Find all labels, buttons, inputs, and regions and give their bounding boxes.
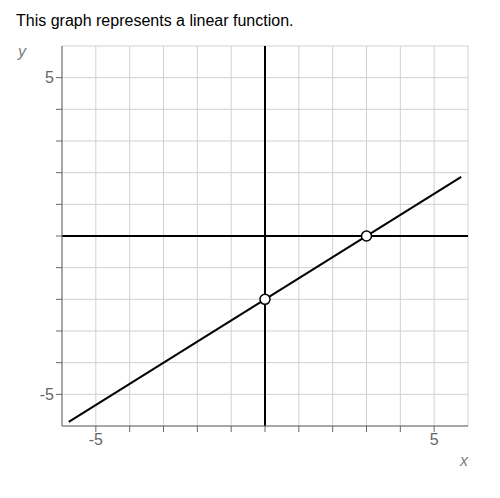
svg-text:5: 5 xyxy=(430,431,439,448)
html-text:This graph represents a linear: This graph represents a linear function. xyxy=(16,12,294,29)
svg-text:-5: -5 xyxy=(89,431,103,448)
svg-text:x: x xyxy=(459,452,469,469)
svg-text:y: y xyxy=(17,43,27,60)
svg-text:-5: -5 xyxy=(40,386,54,403)
svg-text:5: 5 xyxy=(45,69,54,86)
